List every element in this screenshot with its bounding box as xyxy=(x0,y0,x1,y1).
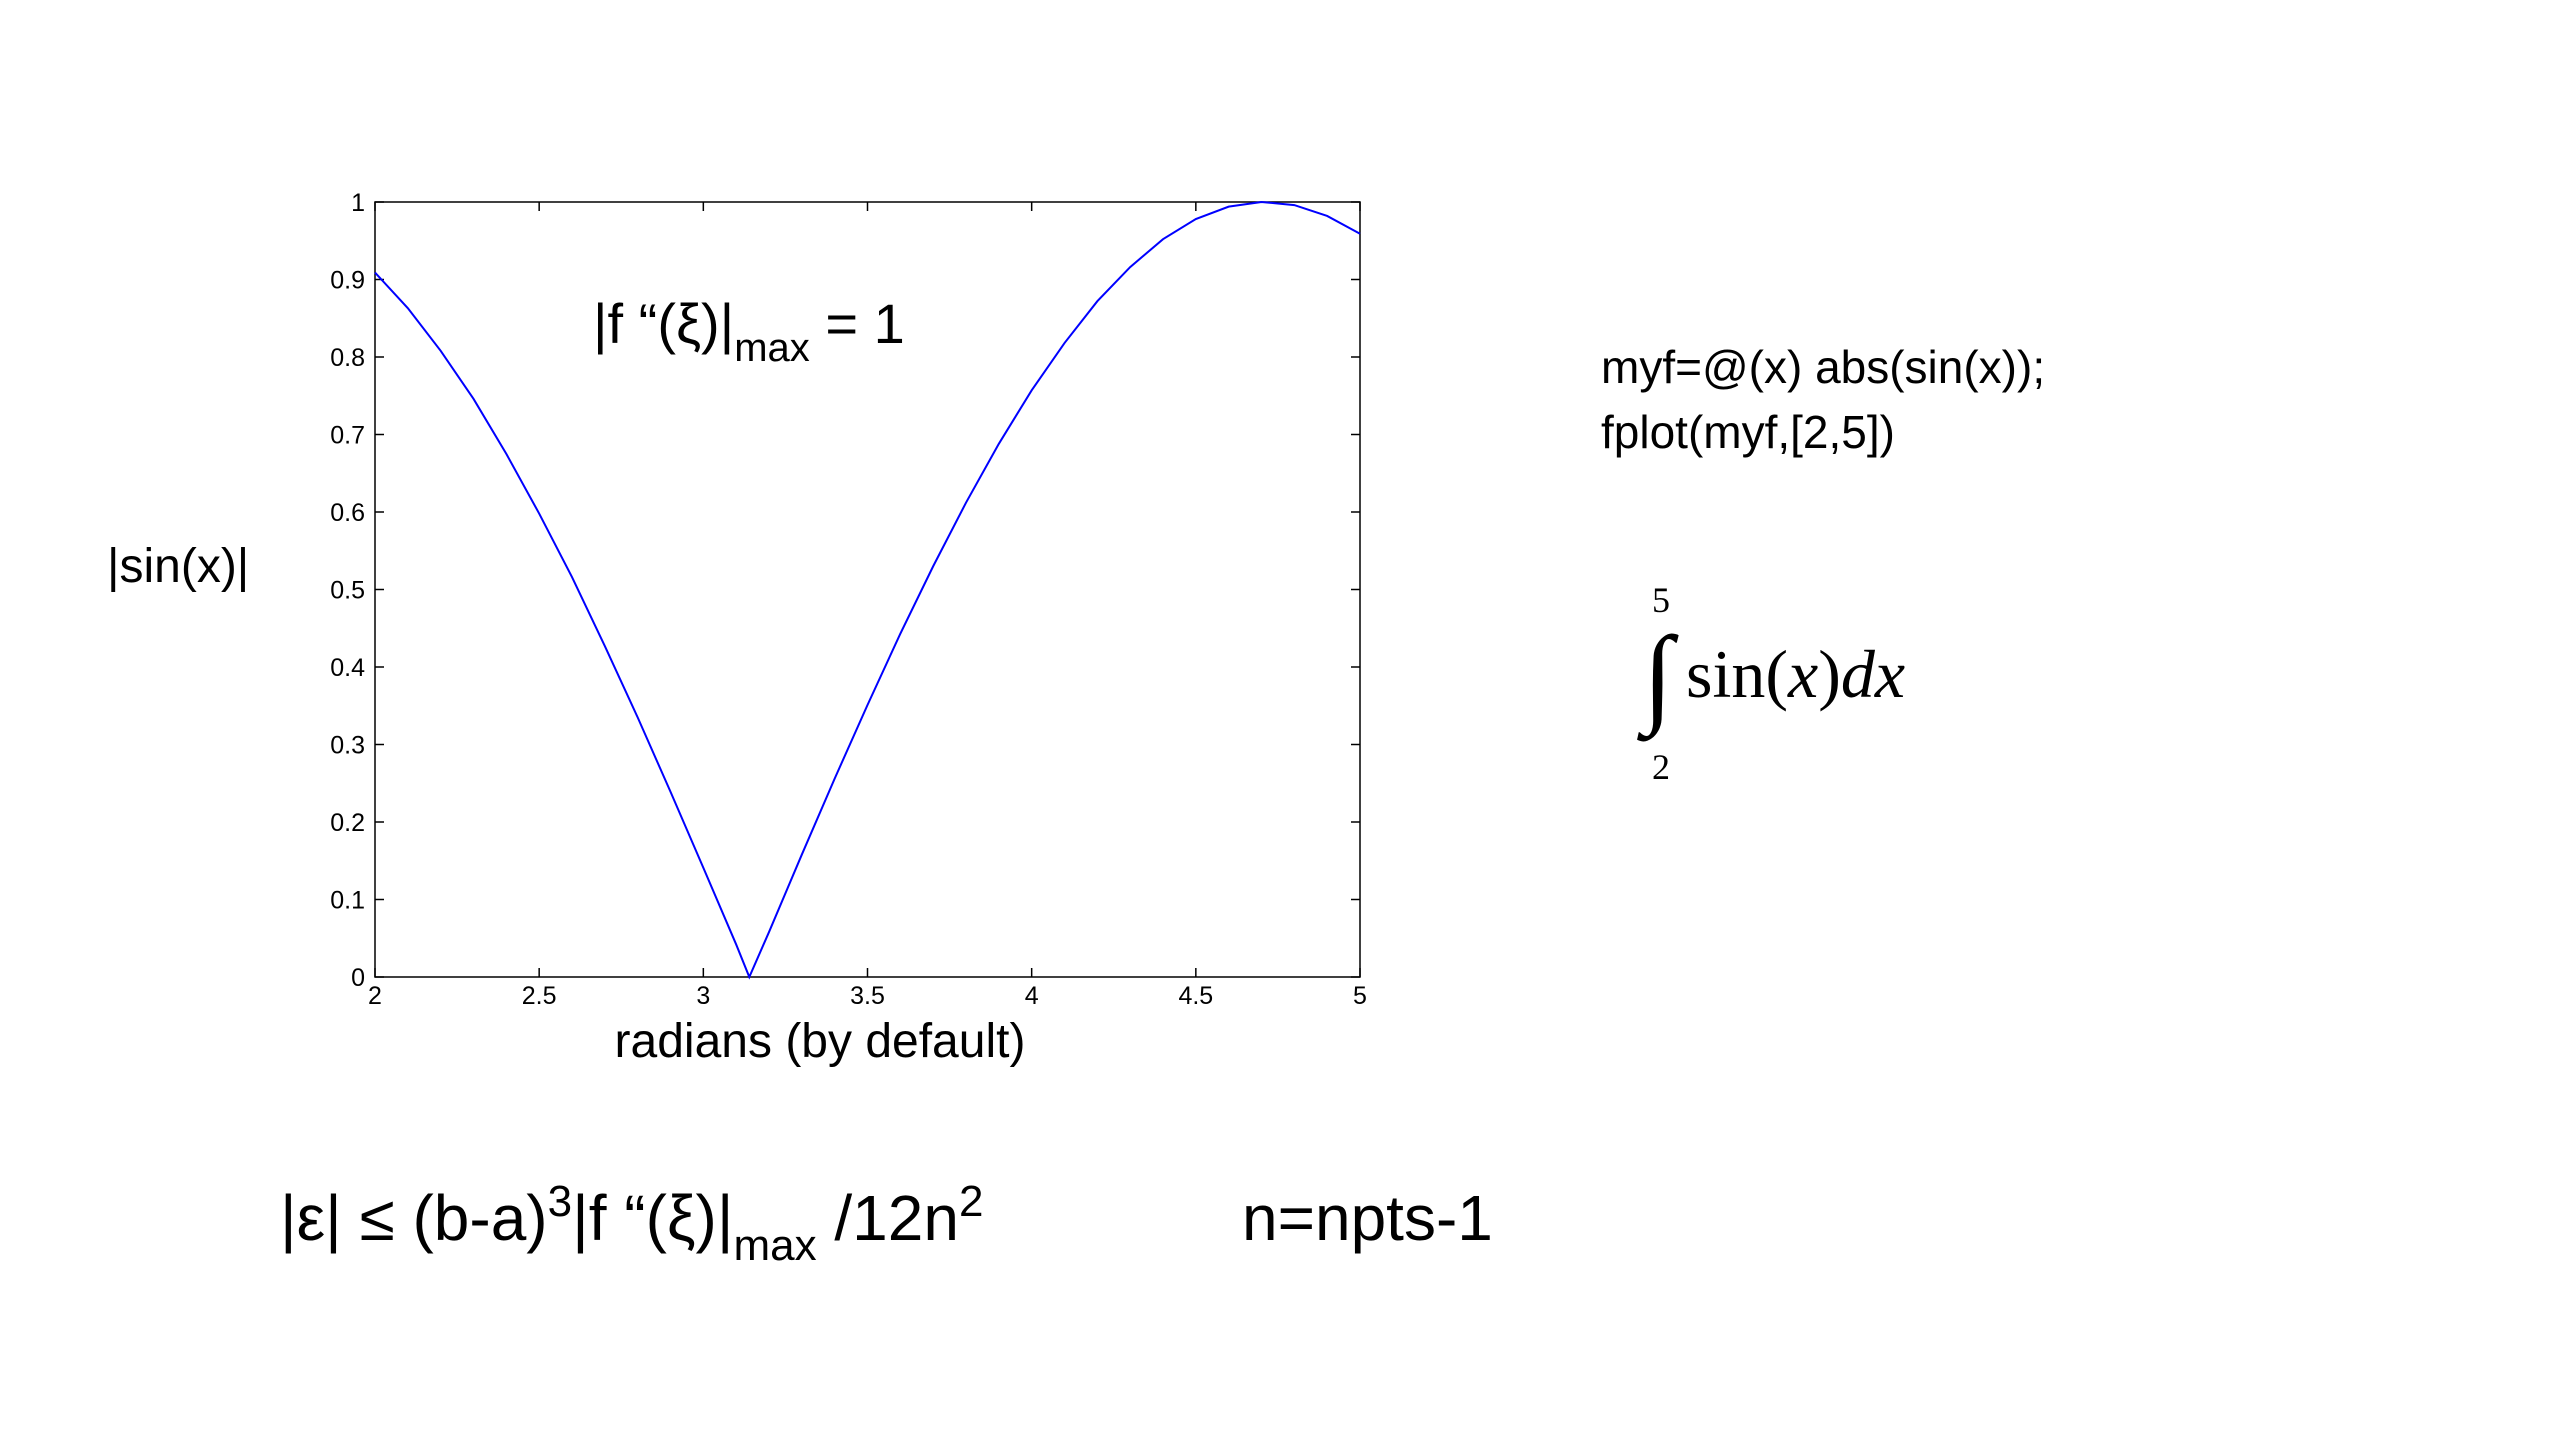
formula-part: |ε| ≤ (b-a) xyxy=(280,1182,548,1254)
x-tick-label: 2.5 xyxy=(522,982,557,1010)
y-tick-label: 0.7 xyxy=(330,422,365,450)
formula-superscript: 3 xyxy=(548,1177,572,1226)
y-tick-label: 0.2 xyxy=(330,809,365,837)
formula-part: |f “(ξ)| xyxy=(572,1182,733,1254)
y-tick-label: 0.9 xyxy=(330,267,365,295)
x-tick-label: 2 xyxy=(368,982,382,1010)
y-tick-label: 0.1 xyxy=(330,887,365,915)
integrand-part: ) xyxy=(1818,636,1841,712)
x-tick-label: 3.5 xyxy=(850,982,885,1010)
integrand-part: sin( xyxy=(1686,636,1788,712)
formula-superscript: 2 xyxy=(959,1177,983,1226)
integrand-part: dx xyxy=(1841,636,1905,712)
x-tick-label: 5 xyxy=(1353,982,1367,1010)
integral-sign: ∫ xyxy=(1637,614,1679,742)
y-tick-label: 0.8 xyxy=(330,344,365,372)
integrand-part: x xyxy=(1787,636,1818,712)
x-tick-label: 3 xyxy=(696,982,710,1010)
code-line: fplot(myf,[2,5]) xyxy=(1601,406,1895,458)
data-line xyxy=(374,200,1361,980)
plot-area xyxy=(374,201,1361,978)
x-axis-label: radians (by default) xyxy=(615,1015,1026,1068)
n-definition: n=npts-1 xyxy=(1242,1182,1493,1254)
chart: 2 2.5 3 3.5 4 4.5 5 0 0.1 0.2 0.3 0.4 0.5 0.6 0.7 0.8 0.… xyxy=(330,189,1367,1010)
y-tick-label: 0.3 xyxy=(330,732,365,760)
chart-annotation: |f “(ξ)|max = 1 xyxy=(593,292,905,370)
annotation-subscript: max xyxy=(734,326,810,370)
formula-part: /12n xyxy=(817,1182,959,1254)
x-tick-label: 4.5 xyxy=(1178,982,1213,1010)
annotation-text: |f “(ξ)| xyxy=(593,292,734,355)
x-tick-label: 4 xyxy=(1025,982,1039,1010)
error-bound: |ε| ≤ (b-a)3|f “(ξ)|max /12n2 xyxy=(280,1177,983,1270)
y-tick-label: 1 xyxy=(351,189,365,217)
integral-lower: 2 xyxy=(1652,747,1670,787)
integrand: sin(x)dx xyxy=(1686,636,1905,712)
y-tick-label: 0.5 xyxy=(330,577,365,605)
annotation-text: = 1 xyxy=(810,292,905,355)
y-tick-label: 0.4 xyxy=(330,654,365,682)
y-axis-label: |sin(x)| xyxy=(107,540,249,593)
integral-upper: 5 xyxy=(1652,580,1670,620)
y-tick-label: 0 xyxy=(351,964,365,992)
formula-subscript: max xyxy=(733,1221,816,1270)
code-line: myf=@(x) abs(sin(x)); xyxy=(1601,341,2045,393)
y-tick-label: 0.6 xyxy=(330,499,365,527)
